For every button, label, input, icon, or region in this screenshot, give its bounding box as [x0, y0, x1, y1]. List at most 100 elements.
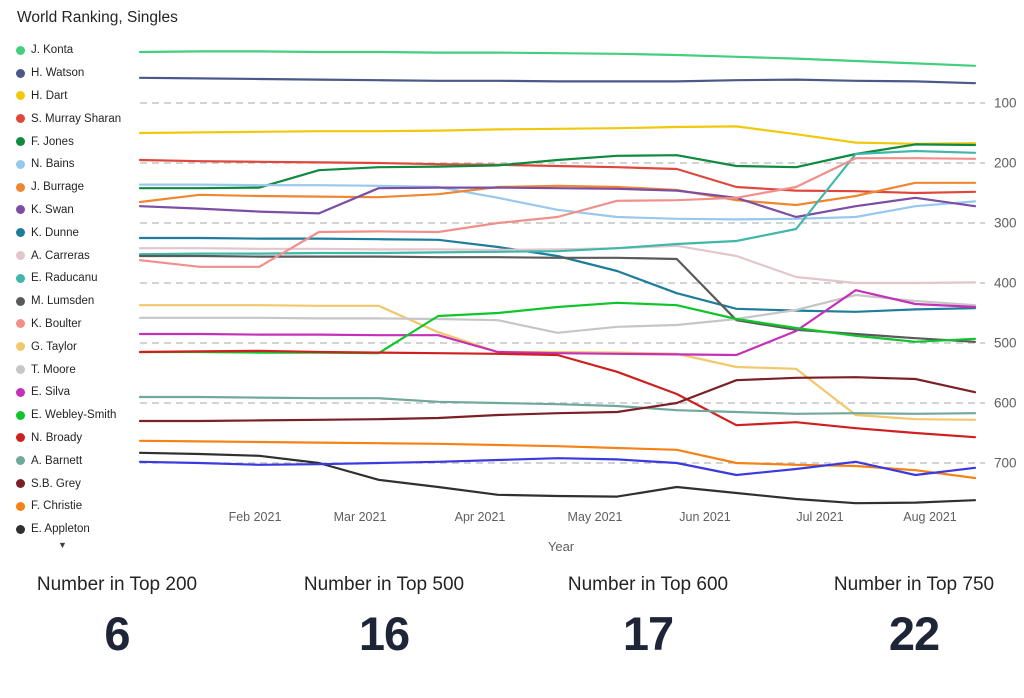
- line-series-e-silva[interactable]: [138, 289, 977, 357]
- x-tick-label: Aug 2021: [903, 510, 957, 524]
- legend-swatch-icon: [16, 137, 25, 147]
- legend-swatch-icon: [16, 114, 25, 124]
- legend-swatch-icon: [16, 68, 25, 78]
- legend-item-h-dart[interactable]: H. Dart: [16, 85, 141, 108]
- y-tick-label: 500: [994, 336, 1017, 351]
- line-series-j-burrage[interactable]: [138, 181, 977, 207]
- legend-swatch-icon: [16, 365, 25, 375]
- legend-item-a-barnett[interactable]: A. Barnett: [16, 449, 141, 472]
- legend-item-label: T. Moore: [31, 363, 76, 376]
- line-series-f-jones[interactable]: [138, 143, 977, 190]
- legend-swatch-icon: [16, 524, 25, 534]
- legend-scroll-down-icon[interactable]: ▼: [58, 540, 67, 550]
- legend-item-label: S.B. Grey: [31, 477, 81, 490]
- legend-swatch-icon: [16, 479, 25, 489]
- kpi-card-top-750[interactable]: Number in Top 750 22: [789, 574, 1024, 657]
- legend-item-f-jones[interactable]: F. Jones: [16, 130, 141, 153]
- legend-item-n-bains[interactable]: N. Bains: [16, 153, 141, 176]
- legend-item-h-watson[interactable]: H. Watson: [16, 62, 141, 85]
- x-tick-label: Feb 2021: [229, 510, 282, 524]
- legend-item-k-dunne[interactable]: K. Dunne: [16, 221, 141, 244]
- line-series-s-murray-sharan[interactable]: [138, 158, 977, 195]
- line-series-unlabeled[interactable]: [138, 457, 977, 477]
- legend-swatch-icon: [16, 501, 25, 511]
- legend-item-j-burrage[interactable]: J. Burrage: [16, 176, 141, 199]
- kpi-card-top-200[interactable]: Number in Top 200 6: [0, 574, 242, 657]
- legend-swatch-icon: [16, 91, 25, 101]
- legend-item-f-christie[interactable]: F. Christie: [16, 495, 141, 518]
- y-tick-label: 300: [994, 216, 1017, 231]
- kpi-card-top-600[interactable]: Number in Top 600 17: [523, 574, 773, 657]
- legend-item-label: K. Dunne: [31, 226, 79, 239]
- line-series-k-swan[interactable]: [138, 186, 977, 219]
- kpi-label: Number in Top 750: [833, 574, 995, 595]
- legend-item-k-swan[interactable]: K. Swan: [16, 199, 141, 222]
- ranking-line-chart[interactable]: 100 200 300 400 500 600 700 Feb 2021 Mar 2021 Apr…: [0, 0, 1024, 560]
- legend-item-s-b-grey[interactable]: S.B. Grey: [16, 472, 141, 495]
- legend-swatch-icon: [16, 273, 25, 283]
- legend-item-label: H. Dart: [31, 89, 68, 102]
- legend-item-k-boulter[interactable]: K. Boulter: [16, 313, 141, 336]
- legend-item-label: E. Appleton: [31, 523, 90, 536]
- legend-item-label: E. Raducanu: [31, 272, 98, 285]
- legend-item-label: H. Watson: [31, 67, 85, 80]
- y-tick-label: 700: [994, 456, 1017, 471]
- legend-swatch-icon: [16, 159, 25, 169]
- line-series-k-dunne[interactable]: [138, 236, 977, 313]
- kpi-value: 16: [358, 607, 410, 660]
- legend-item-s-murray-sharan[interactable]: S. Murray Sharan: [16, 107, 141, 130]
- legend-item-label: S. Murray Sharan: [31, 112, 122, 125]
- legend-swatch-icon: [16, 410, 25, 420]
- kpi-label: Number in Top 600: [567, 574, 729, 595]
- legend-item-label: J. Burrage: [31, 181, 85, 194]
- line-series-e-webley-smith[interactable]: [138, 301, 977, 355]
- legend-item-e-appleton[interactable]: E. Appleton: [16, 518, 141, 541]
- legend-item-m-lumsden[interactable]: M. Lumsden: [16, 290, 141, 313]
- kpi-value: 17: [622, 607, 674, 660]
- line-series-m-lumsden[interactable]: [138, 254, 977, 343]
- legend-item-label: N. Bains: [31, 158, 75, 171]
- legend-swatch-icon: [16, 182, 25, 192]
- line-series-h-watson[interactable]: [138, 76, 977, 85]
- legend-item-e-webley-smith[interactable]: E. Webley-Smith: [16, 404, 141, 427]
- x-tick-label: Jul 2021: [796, 510, 843, 524]
- legend-item-e-silva[interactable]: E. Silva: [16, 381, 141, 404]
- legend-item-label: E. Silva: [31, 386, 70, 399]
- legend-item-n-broady[interactable]: N. Broady: [16, 427, 141, 450]
- line-series-n-bains[interactable]: [138, 183, 977, 221]
- line-series-e-raducanu[interactable]: [138, 149, 977, 256]
- x-tick-label: May 2021: [568, 510, 623, 524]
- legend-item-label: A. Barnett: [31, 454, 83, 467]
- line-series-n-broady[interactable]: [138, 349, 977, 439]
- legend-item-j-konta[interactable]: J. Konta: [16, 39, 141, 62]
- line-series-j-konta[interactable]: [138, 50, 977, 67]
- line-series-g-taylor[interactable]: [138, 304, 977, 421]
- line-series-t-moore[interactable]: [138, 293, 977, 334]
- legend-item-e-raducanu[interactable]: E. Raducanu: [16, 267, 141, 290]
- line-series-h-dart[interactable]: [138, 125, 977, 145]
- kpi-row: Number in Top 200 6 Number in Top 500 16…: [0, 560, 1024, 698]
- legend-item-label: K. Swan: [31, 203, 74, 216]
- legend-item-g-taylor[interactable]: G. Taylor: [16, 335, 141, 358]
- legend-swatch-icon: [16, 342, 25, 352]
- legend-item-label: N. Broady: [31, 431, 83, 444]
- legend-swatch-icon: [16, 205, 25, 215]
- y-tick-label: 200: [994, 156, 1017, 171]
- kpi-value: 22: [888, 607, 940, 660]
- legend-item-label: E. Webley-Smith: [31, 409, 117, 422]
- x-tick-label: Mar 2021: [334, 510, 387, 524]
- line-series-f-christie[interactable]: [138, 439, 977, 480]
- line-series-s-b-grey[interactable]: [138, 376, 977, 423]
- legend-item-t-moore[interactable]: T. Moore: [16, 358, 141, 381]
- y-tick-label: 400: [994, 276, 1017, 291]
- legend-swatch-icon: [16, 228, 25, 238]
- y-tick-label: 600: [994, 396, 1017, 411]
- line-series-e-appleton[interactable]: [138, 451, 977, 505]
- line-series-a-carreras[interactable]: [138, 244, 977, 285]
- legend-item-a-carreras[interactable]: A. Carreras: [16, 244, 141, 267]
- legend-item-label: J. Konta: [31, 44, 74, 57]
- kpi-card-top-500[interactable]: Number in Top 500 16: [259, 574, 509, 657]
- line-series-k-boulter[interactable]: [138, 157, 977, 268]
- line-series-a-barnett[interactable]: [138, 395, 977, 415]
